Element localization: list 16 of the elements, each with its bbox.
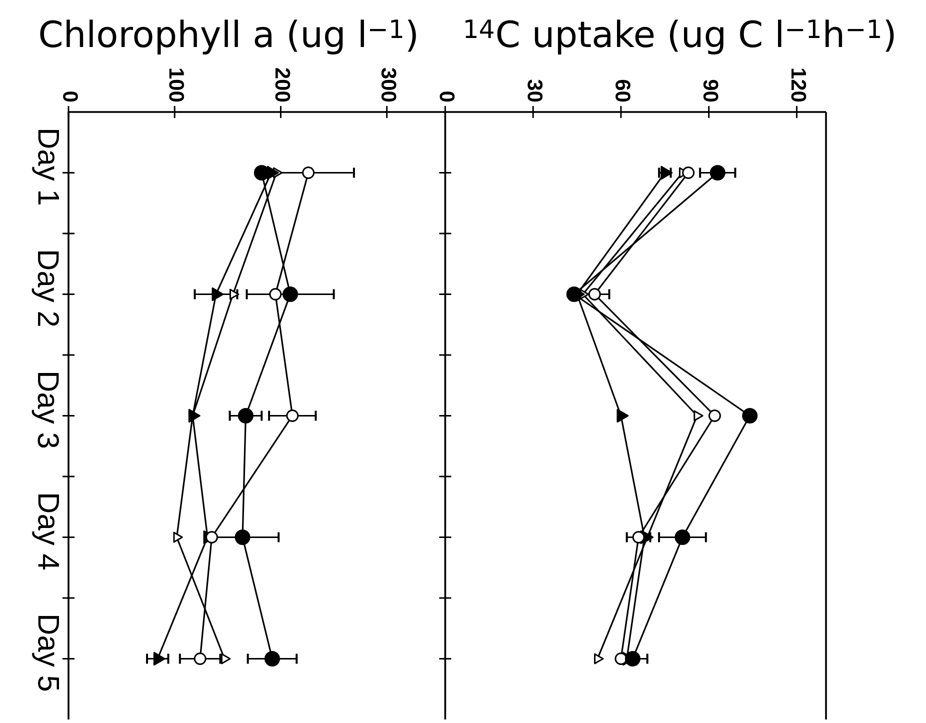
x-tick-label: 200 <box>275 68 290 102</box>
x-tick-label: 300 <box>381 68 396 102</box>
x-tick-label: 100 <box>169 68 184 102</box>
y-tick-label: Day 4 <box>32 494 59 570</box>
x-tick-label: 60 <box>616 80 630 102</box>
y-tick-label: Day 5 <box>32 616 59 691</box>
y-tick-label: Day 1 <box>32 130 59 204</box>
y-tick-label: Day 3 <box>32 373 59 448</box>
x-tick-label: 0 <box>440 92 455 102</box>
y-tick-label: Day 2 <box>32 252 59 326</box>
x-tick-label: 120 <box>791 68 806 102</box>
x-axis-title: $^{14}$C uptake (ug C l$^{−1}$h$^{−1}$) <box>466 20 894 54</box>
x-tick-label: 90 <box>703 80 718 102</box>
x-axis-title: Chlorophyll a (ug l$^{−1}$) <box>40 20 416 54</box>
x-tick-label: 0 <box>63 92 78 102</box>
x-tick-label: 30 <box>528 80 543 102</box>
